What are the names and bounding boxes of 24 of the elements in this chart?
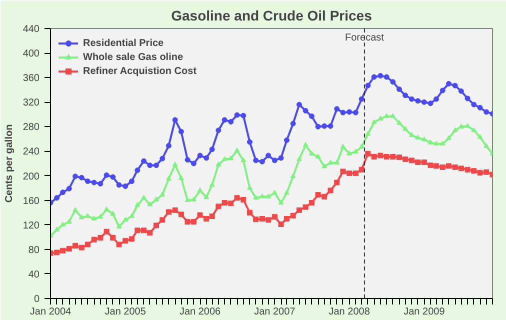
x-tick-label: Jan 2007 xyxy=(254,306,296,318)
y-tick-label: 440 xyxy=(22,24,40,35)
x-tick-label: Jan 2005 xyxy=(104,306,146,318)
y-tick-label: 280 xyxy=(22,122,40,134)
y-tick-label: 0 xyxy=(34,294,40,305)
y-tick-label: 40 xyxy=(28,269,40,280)
ref-line-label: Forecast xyxy=(345,32,384,44)
legend-label: Refiner Acquistion Cost xyxy=(83,64,197,78)
x-tick-label: Jan 2006 xyxy=(179,306,222,318)
y-tick-label: 320 xyxy=(22,98,40,109)
legend-label: Whole sale Gas oline xyxy=(83,50,184,64)
y-tick-label: 360 xyxy=(22,73,40,84)
x-tick-label: Jan 2004 xyxy=(30,306,72,318)
y-axis-title: Cents per gallon xyxy=(4,124,15,203)
y-tick-label: 80 xyxy=(28,244,40,256)
y-tick-label: 120 xyxy=(22,220,40,232)
x-tick-label: Jan 2009 xyxy=(404,306,446,318)
legend-label: Residential Price xyxy=(83,36,164,50)
x-tick-label: Jan 2008 xyxy=(328,306,370,318)
y-tick-label: 240 xyxy=(22,146,40,158)
y-tick-label: 200 xyxy=(22,171,40,182)
chart-title: Gasoline and Crude Oil Prices xyxy=(171,8,372,24)
y-tick-label: 400 xyxy=(22,48,40,60)
y-tick-label: 160 xyxy=(22,196,40,207)
